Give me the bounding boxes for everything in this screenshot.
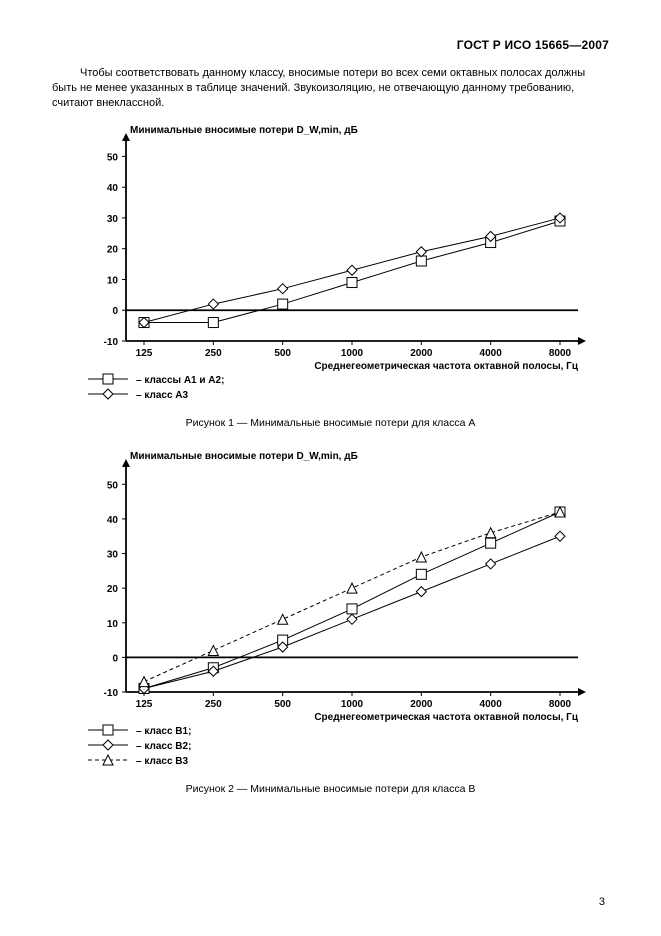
x-tick-label: 1000 [340, 699, 363, 710]
y-tick-label: 40 [106, 183, 118, 194]
x-tick-label: 500 [274, 699, 291, 710]
x-tick-label: 2000 [410, 699, 433, 710]
x-tick-label: 250 [204, 348, 221, 359]
x-tick-label: 125 [135, 348, 152, 359]
page-number: 3 [599, 896, 605, 908]
figure-2: Минимальные вносимые потери D_W,min, дБ -… [52, 443, 609, 773]
x-axis-title: Среднегеометрическая частота октавной по… [314, 712, 579, 723]
doc-header: ГОСТ Р ИСО 15665—2007 [52, 38, 609, 52]
legend-label: – класс А3 [136, 390, 189, 401]
legend-label: – классы А1 и А2; [136, 375, 224, 386]
y-tick-label: 50 [106, 152, 118, 163]
legend-label: – класс В2; [136, 741, 191, 752]
x-tick-label: 8000 [548, 699, 571, 710]
x-tick-label: 500 [274, 348, 291, 359]
x-tick-label: 250 [204, 699, 221, 710]
y-tick-label: 20 [106, 244, 118, 255]
series-line [144, 512, 560, 689]
x-tick-label: 1000 [340, 348, 363, 359]
x-tick-label: 125 [135, 699, 152, 710]
y-tick-label: 50 [106, 480, 118, 491]
x-axis-title: Среднегеометрическая частота октавной по… [314, 361, 579, 372]
y-axis-title: Минимальные вносимые потери D_W,min, дБ [130, 125, 358, 136]
y-tick-label: 20 [106, 584, 118, 595]
y-tick-label: -10 [103, 688, 118, 699]
y-tick-label: 30 [106, 213, 118, 224]
x-tick-label: 2000 [410, 348, 433, 359]
figure-2-caption: Рисунок 2 — Минимальные вносимые потери … [52, 783, 609, 795]
y-axis-title: Минимальные вносимые потери D_W,min, дБ [130, 451, 358, 462]
figure-1-caption: Рисунок 1 — Минимальные вносимые потери … [52, 417, 609, 429]
y-tick-label: 10 [106, 275, 118, 286]
y-tick-label: 0 [112, 653, 118, 664]
legend-label: – класс В1; [136, 726, 191, 737]
y-tick-label: 40 [106, 514, 118, 525]
x-tick-label: 4000 [479, 699, 502, 710]
y-tick-label: 30 [106, 549, 118, 560]
body-text: Чтобы соответствовать данному классу, вн… [52, 67, 585, 109]
series-line [144, 512, 560, 682]
y-tick-label: -10 [103, 337, 118, 348]
body-paragraph: Чтобы соответствовать данному классу, вн… [52, 66, 609, 111]
x-tick-label: 8000 [548, 348, 571, 359]
x-tick-label: 4000 [479, 348, 502, 359]
figure-1: Минимальные вносимые потери D_W,min, дБ -… [52, 117, 609, 407]
y-tick-label: 10 [106, 618, 118, 629]
legend-label: – класс В3 [136, 756, 189, 767]
y-tick-label: 0 [112, 306, 118, 317]
